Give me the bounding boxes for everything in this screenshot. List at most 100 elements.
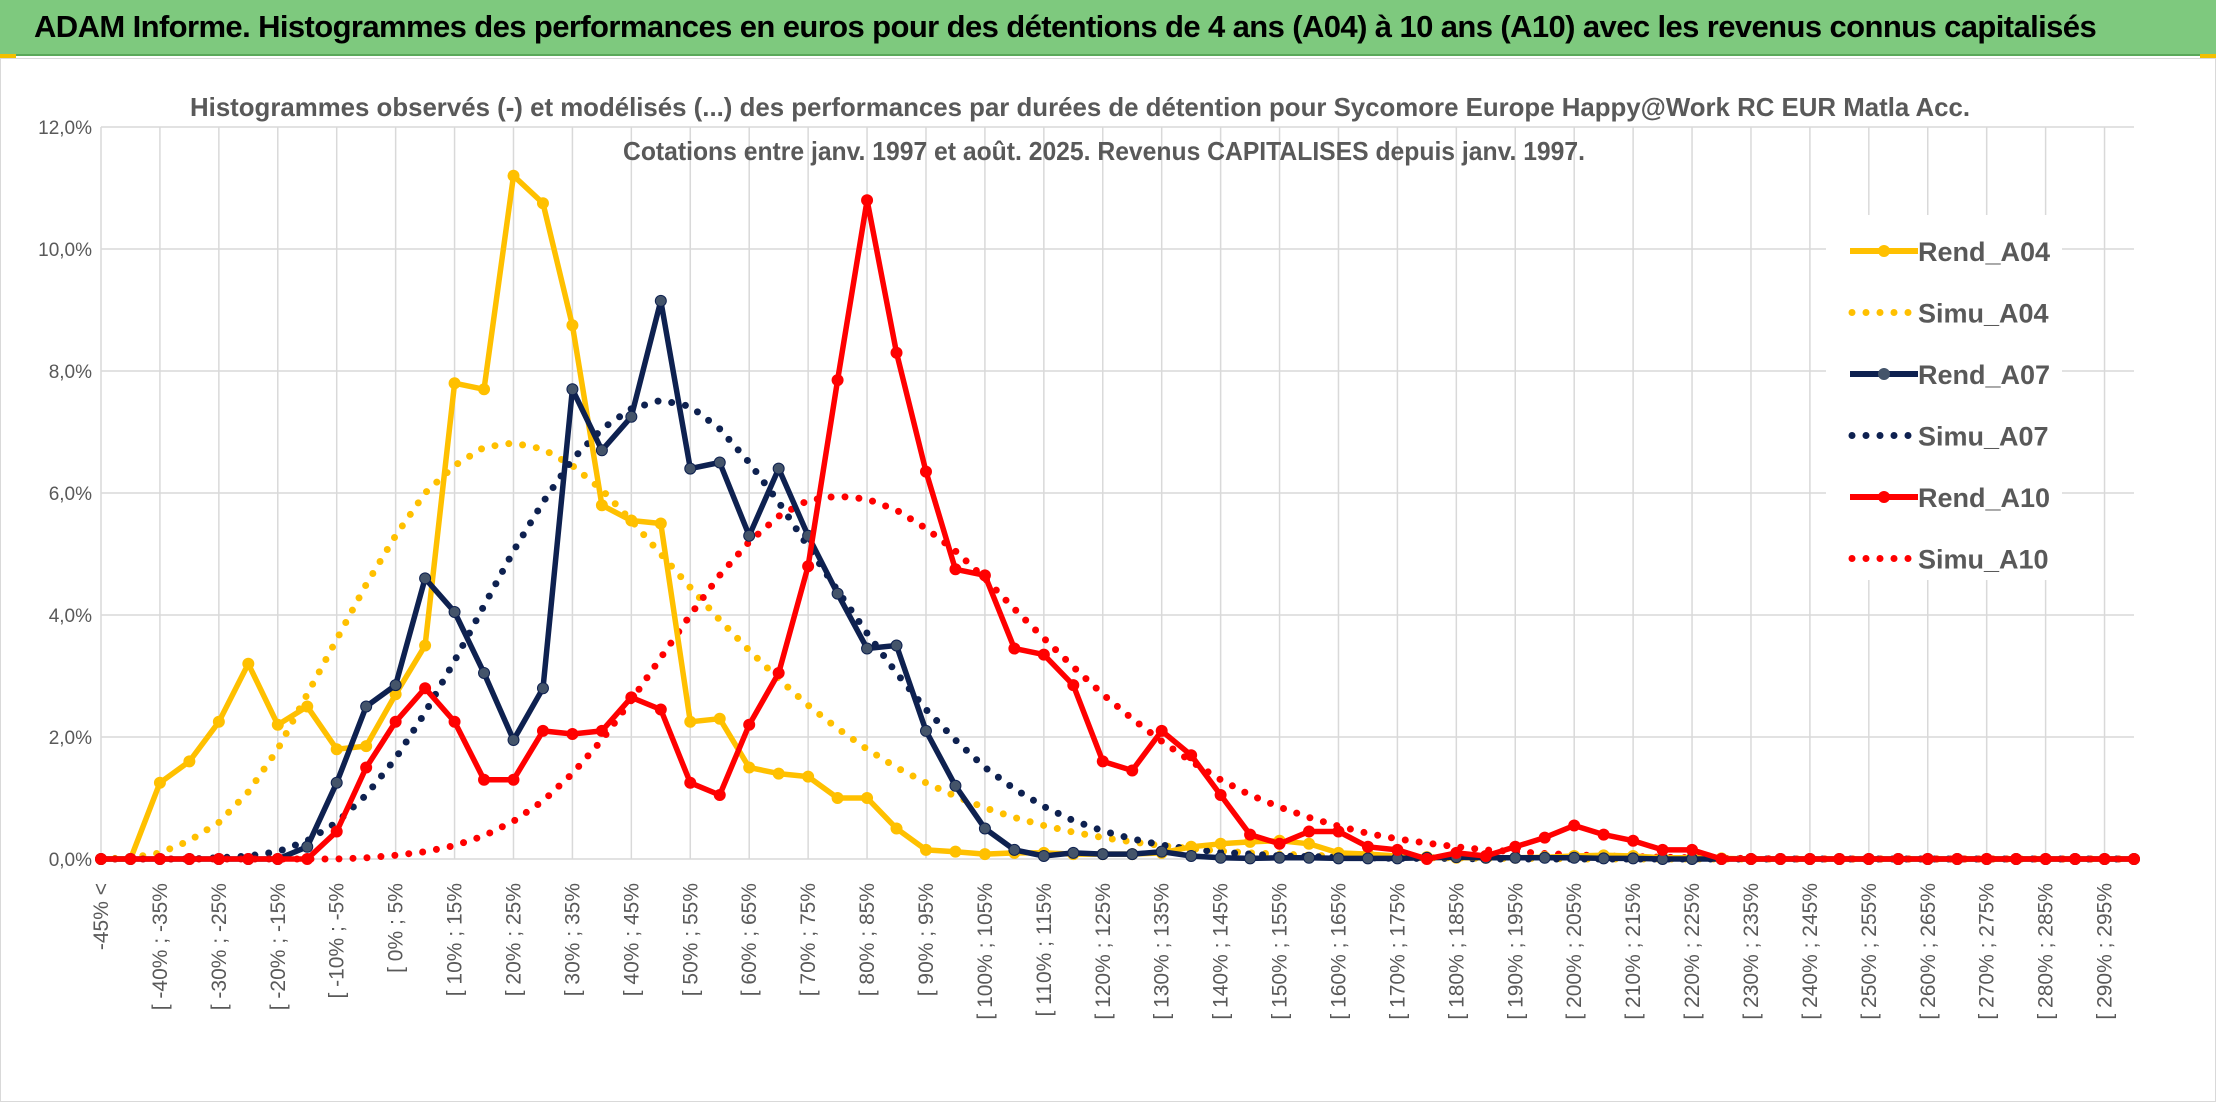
data-point-Rend_A04 (919, 843, 932, 856)
data-point-Rend_A07 (448, 605, 461, 618)
data-point-Rend_A07 (1185, 849, 1198, 862)
data-point-Rend_A10 (1509, 840, 1522, 853)
data-point-Rend_A07 (772, 462, 785, 475)
data-point-Rend_A07 (360, 700, 373, 713)
data-point-Rend_A10 (890, 346, 903, 359)
chart-subtitle-block: Histogrammes observés (-) et modélisés (… (190, 92, 1970, 166)
data-point-Rend_A04 (684, 715, 697, 728)
data-point-Rend_A04 (507, 169, 520, 182)
data-point-Rend_A10 (1803, 853, 1816, 865)
data-point-Rend_A07 (1332, 852, 1345, 865)
data-point-Rend_A04 (1214, 837, 1227, 850)
data-point-Rend_A10 (1715, 853, 1728, 865)
report-title: ADAM Informe. Histogrammes des performan… (34, 9, 2097, 44)
legend-label: Rend_A10 (1918, 483, 2050, 513)
data-point-Rend_A07 (1067, 846, 1080, 859)
data-point-Rend_A07 (1568, 851, 1581, 864)
data-point-Rend_A04 (713, 712, 726, 725)
data-point-Rend_A07 (507, 734, 520, 747)
data-point-Rend_A04 (1303, 837, 1316, 850)
x-tick-label: [ -40% ; -35% (149, 883, 172, 1010)
x-tick-label: -45% < (90, 883, 113, 950)
chart-subtitle-line-2: Cotations entre janv. 1997 et août. 2025… (623, 136, 1585, 166)
data-point-Rend_A07 (1244, 852, 1257, 865)
data-point-Rend_A04 (360, 740, 373, 753)
x-tick-label: [ 270% ; 275% (1976, 883, 1999, 1020)
data-point-Rend_A10 (1008, 642, 1021, 655)
data-point-Rend_A10 (595, 724, 608, 737)
y-tick-label: 10,0% (38, 240, 92, 261)
x-tick-label: [ 230% ; 235% (1740, 883, 1763, 1020)
y-tick-label: 8,0% (49, 362, 92, 383)
data-point-Rend_A04 (212, 715, 225, 728)
x-tick-label: [ 10% ; 15% (444, 883, 467, 996)
data-point-Rend_A04 (861, 792, 874, 804)
data-point-Rend_A10 (124, 853, 137, 865)
data-point-Rend_A10 (1244, 828, 1257, 841)
data-point-Rend_A10 (1332, 825, 1345, 838)
data-point-Rend_A10 (919, 465, 932, 478)
y-axis-ticks: 0,0% 2,0% 4,0% 6,0% 8,0% 10,0% 12,0% (38, 118, 92, 871)
data-point-Rend_A04 (978, 848, 991, 861)
x-tick-label: [ 240% ; 245% (1799, 883, 1822, 1020)
legend-item-Rend_A07: Rend_A07 (1850, 360, 2050, 390)
data-point-Rend_A10 (713, 788, 726, 801)
data-point-Rend_A07 (861, 642, 874, 655)
data-point-Rend_A10 (743, 718, 756, 731)
x-tick-label: [ 110% ; 115% (1033, 883, 1056, 1016)
data-point-Rend_A04 (536, 197, 549, 210)
data-point-Rend_A10 (1862, 853, 1875, 865)
data-point-Rend_A10 (1361, 840, 1374, 853)
data-point-Rend_A10 (478, 773, 491, 786)
data-point-Rend_A10 (2128, 853, 2140, 865)
data-point-Rend_A07 (654, 294, 667, 307)
data-point-Rend_A10 (1744, 853, 1757, 865)
legend-marker (1878, 368, 1890, 380)
data-point-Rend_A10 (242, 853, 255, 865)
data-point-Rend_A07 (625, 410, 638, 423)
data-point-Rend_A10 (1185, 749, 1198, 762)
data-point-Rend_A10 (1892, 853, 1905, 865)
data-point-Rend_A10 (212, 853, 225, 865)
data-point-Rend_A04 (949, 845, 962, 858)
data-point-Rend_A10 (419, 682, 432, 695)
legend-item-Simu_A10: Simu_A10 (1848, 545, 2049, 575)
data-point-Rend_A10 (1067, 679, 1080, 692)
report-banner: ADAM Informe. Histogrammes des performan… (0, 0, 2216, 56)
x-tick-label: [ 140% ; 145% (1210, 883, 1233, 1020)
x-tick-label: [ -20% ; -15% (267, 883, 290, 1010)
legend-label: Simu_A10 (1918, 545, 2049, 575)
data-point-Rend_A04 (330, 743, 343, 756)
data-point-Rend_A10 (1420, 853, 1433, 865)
data-point-Rend_A07 (1126, 848, 1139, 861)
data-point-Rend_A04 (183, 755, 196, 768)
data-point-Rend_A10 (2098, 853, 2111, 865)
data-point-Rend_A10 (1686, 843, 1699, 856)
chart-subtitle-line-1: Histogrammes observés (-) et modélisés (… (190, 92, 1970, 122)
x-tick-label: [ 120% ; 125% (1092, 883, 1115, 1020)
x-tick-label: [ 150% ; 155% (1269, 883, 1292, 1020)
data-point-Rend_A04 (419, 639, 432, 652)
data-point-Rend_A10 (1303, 825, 1316, 838)
data-point-Rend_A07 (890, 639, 903, 652)
x-tick-label: [ 20% ; 25% (502, 883, 525, 996)
legend-label: Rend_A04 (1918, 237, 2050, 267)
legend-marker (1878, 245, 1890, 257)
data-point-Rend_A04 (271, 718, 284, 731)
data-point-Rend_A10 (1126, 764, 1139, 777)
y-tick-label: 4,0% (49, 606, 92, 627)
data-point-Rend_A10 (1155, 724, 1168, 737)
data-point-Rend_A10 (330, 825, 343, 838)
legend-item-Rend_A04: Rend_A04 (1850, 237, 2050, 267)
data-point-Rend_A04 (448, 377, 461, 390)
chart-legend: Rend_A04 Simu_A04 Rend_A07 Simu_A07 Rend_A10… (1826, 215, 2062, 580)
x-tick-label: [ 70% ; 75% (797, 883, 820, 996)
data-point-Rend_A10 (1273, 837, 1286, 850)
x-tick-label: [ 260% ; 265% (1917, 883, 1940, 1020)
legend-label: Simu_A07 (1918, 422, 2049, 452)
legend-label: Rend_A07 (1918, 360, 2050, 390)
data-point-Rend_A10 (831, 374, 844, 387)
x-tick-label: [ 30% ; 35% (561, 883, 584, 996)
data-point-Rend_A10 (2069, 853, 2082, 865)
data-point-Rend_A10 (507, 773, 520, 786)
